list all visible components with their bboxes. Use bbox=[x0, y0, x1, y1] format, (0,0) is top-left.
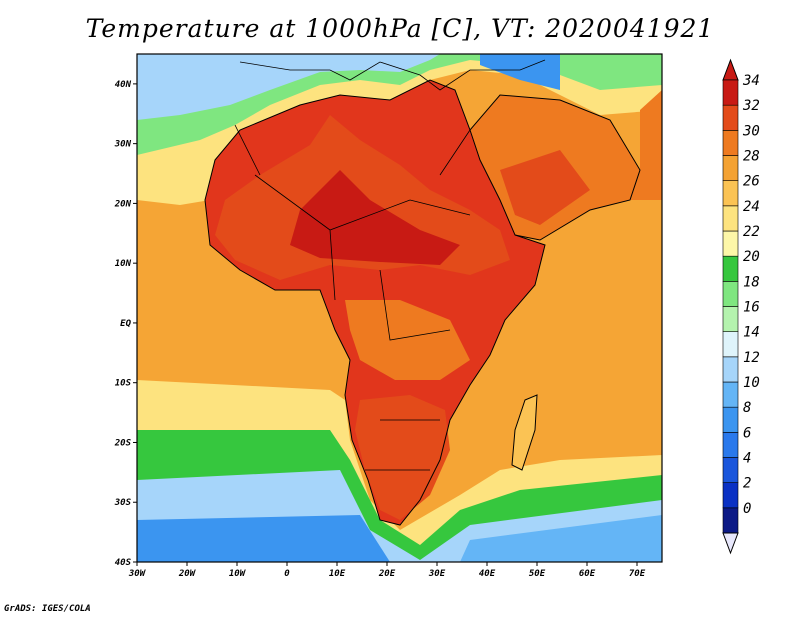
colorbar-high-arrow bbox=[722, 58, 739, 81]
colorbar-swatch bbox=[722, 104, 739, 131]
colorbar-swatch bbox=[722, 507, 739, 534]
colorbar-label: 20 bbox=[743, 249, 760, 265]
colorbar-swatch bbox=[722, 381, 739, 408]
colorbar-label: 28 bbox=[743, 149, 760, 165]
madagascar bbox=[512, 395, 537, 470]
southern-africa-hot bbox=[355, 395, 450, 520]
colorbar-swatch bbox=[722, 130, 739, 156]
sahel-max-core bbox=[290, 170, 460, 265]
lon-tick-label: 10W bbox=[229, 569, 247, 579]
country-borders bbox=[234, 124, 471, 471]
colorbar-label: 26 bbox=[743, 174, 760, 190]
lat-tick-label: 20S bbox=[114, 438, 132, 448]
map-plot-area bbox=[137, 54, 662, 562]
colorbar-label: 4 bbox=[743, 451, 751, 467]
lon-tick-label: 0 bbox=[284, 569, 290, 579]
lon-tick-label: 20E bbox=[378, 569, 396, 579]
lat-tick-label: 10N bbox=[115, 259, 132, 269]
longitude-ticks: 30W 20W 10W 0 10E 20E 30E 40E 50E 60E 70E bbox=[128, 562, 646, 579]
arabia-hot-core bbox=[500, 150, 590, 225]
colorbar-label: 2 bbox=[743, 476, 751, 492]
colorbar-label: 32 bbox=[742, 98, 760, 114]
lat-tick-label: 30S bbox=[114, 498, 132, 508]
lat-tick-label: EQ bbox=[120, 319, 131, 329]
colorbar-swatch bbox=[722, 432, 739, 458]
europe-coastline bbox=[239, 59, 546, 91]
colorbar-swatch bbox=[722, 482, 739, 509]
colorbar-swatch bbox=[722, 331, 739, 358]
lon-tick-label: 40E bbox=[479, 569, 496, 579]
lon-tick-label: 60E bbox=[579, 569, 596, 579]
colorbar-swatch bbox=[722, 356, 739, 383]
africa-coastline bbox=[204, 79, 546, 526]
lat-tick-label: 40N bbox=[115, 80, 132, 90]
central-africa-warm bbox=[345, 300, 470, 380]
latitude-ticks: 40S 30S 20S 10S EQ 10N 20N 30N 40N bbox=[114, 80, 137, 568]
colorbar-label: 0 bbox=[743, 501, 751, 517]
colorbar-label: 8 bbox=[743, 400, 751, 416]
colorbar-swatch bbox=[722, 155, 739, 181]
lat-tick-label: 30N bbox=[114, 140, 132, 150]
map-frame bbox=[136, 53, 663, 563]
colorbar-swatch bbox=[722, 230, 739, 257]
arabia-coastline bbox=[469, 94, 641, 241]
colorbar-label: 10 bbox=[743, 375, 760, 391]
colorbar-swatch bbox=[722, 180, 739, 207]
colorbar-label: 24 bbox=[743, 199, 760, 215]
colorbar-swatch bbox=[722, 457, 739, 483]
colorbar-swatch bbox=[722, 406, 739, 433]
colorbar-label: 34 bbox=[742, 73, 760, 89]
north-blue-band bbox=[137, 54, 440, 120]
south-deep-blue bbox=[137, 515, 390, 562]
colorbar-swatch bbox=[722, 281, 739, 307]
colorbar-label: 12 bbox=[743, 350, 760, 366]
colorbar-swatch bbox=[722, 79, 739, 106]
colorbar-label: 16 bbox=[743, 300, 760, 316]
lat-tick-label: 40S bbox=[115, 558, 132, 568]
lon-tick-label: 50E bbox=[529, 569, 546, 579]
madagascar-coastline bbox=[511, 394, 538, 471]
iran-land bbox=[630, 90, 662, 200]
lon-tick-label: 30W bbox=[128, 569, 147, 579]
lon-tick-label: 20W bbox=[178, 569, 197, 579]
map-title: Temperature at 1000hPa [C], VT: 20200419… bbox=[85, 14, 715, 43]
colorbar-label: 14 bbox=[743, 325, 760, 341]
colorbar-label: 30 bbox=[742, 123, 760, 139]
colorbar-label: 18 bbox=[743, 274, 760, 290]
lat-tick-label: 10S bbox=[115, 379, 132, 389]
colorbar-swatch bbox=[722, 205, 739, 232]
colorbar-swatch bbox=[722, 255, 739, 282]
colorbar-label: 6 bbox=[743, 425, 751, 441]
colorbar-low-arrow bbox=[722, 532, 739, 555]
black-sea-cold bbox=[480, 54, 560, 90]
grads-credit: GrADS: IGES/COLA bbox=[4, 604, 91, 614]
lon-tick-label: 70E bbox=[629, 569, 646, 579]
lat-tick-label: 20N bbox=[114, 199, 132, 209]
colorbar-swatch bbox=[722, 306, 739, 332]
lon-tick-label: 30E bbox=[428, 569, 446, 579]
colorbar-label: 22 bbox=[743, 224, 760, 240]
lon-tick-label: 10E bbox=[329, 569, 346, 579]
southeast-blue bbox=[460, 515, 662, 562]
